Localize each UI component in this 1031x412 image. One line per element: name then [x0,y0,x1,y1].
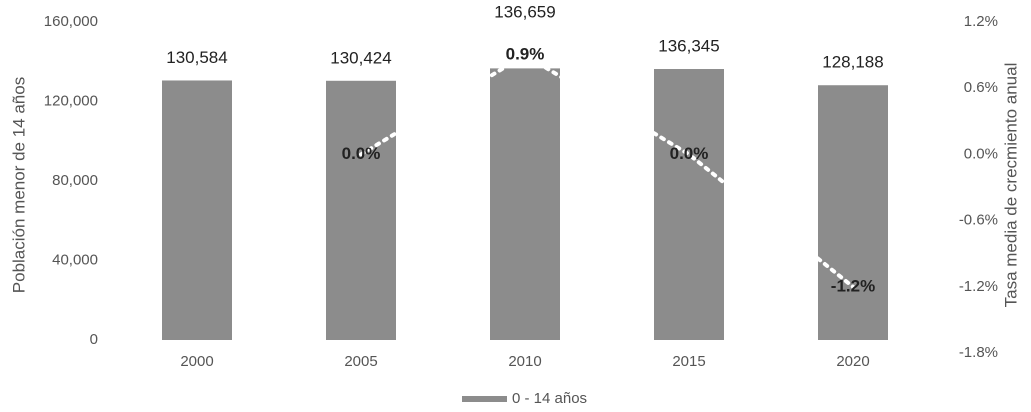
value-label: 136,345 [658,36,719,55]
y2-tick-label: 1.2% [964,13,998,30]
value-label: 130,584 [166,48,227,67]
value-label: 130,424 [330,48,391,67]
bar [654,69,724,340]
rate-label: 0.9% [506,45,545,64]
y-tick-label: 80,000 [52,172,98,189]
bar [162,80,232,341]
rate-label: 0.0% [670,144,709,163]
value-label: 136,659 [494,3,555,22]
y-tick-label: 120,000 [44,92,98,109]
x-tick-label: 2010 [508,353,541,370]
y-tick-label: 160,000 [44,13,98,30]
y2-tick-label: -1.2% [959,278,998,295]
x-tick-label: 2020 [836,353,869,370]
y-tick-label: 0 [90,331,98,348]
y2-tick-label: 0.6% [964,79,998,96]
bar [326,80,396,341]
legend-swatch [462,396,507,402]
growth-line [359,52,855,289]
y2-tick-label: -1.8% [959,344,998,361]
value-label: 128,188 [822,53,883,72]
x-tick-label: 2005 [344,353,377,370]
y2-axis-title: Tasa media de crecmiento anual [1001,63,1020,308]
y-axis-title: Población menor de 14 años [9,77,28,293]
y-tick-label: 40,000 [52,251,98,268]
y2-tick-label: 0.0% [964,145,998,162]
x-tick-label: 2015 [672,353,705,370]
rate-label: -1.2% [831,276,875,295]
bar [818,85,888,340]
rate-label: 0.0% [342,144,381,163]
x-tick-label: 2000 [180,353,213,370]
bar [490,68,560,341]
legend-label: 0 - 14 años [512,390,587,407]
y2-tick-label: -0.6% [959,212,998,229]
